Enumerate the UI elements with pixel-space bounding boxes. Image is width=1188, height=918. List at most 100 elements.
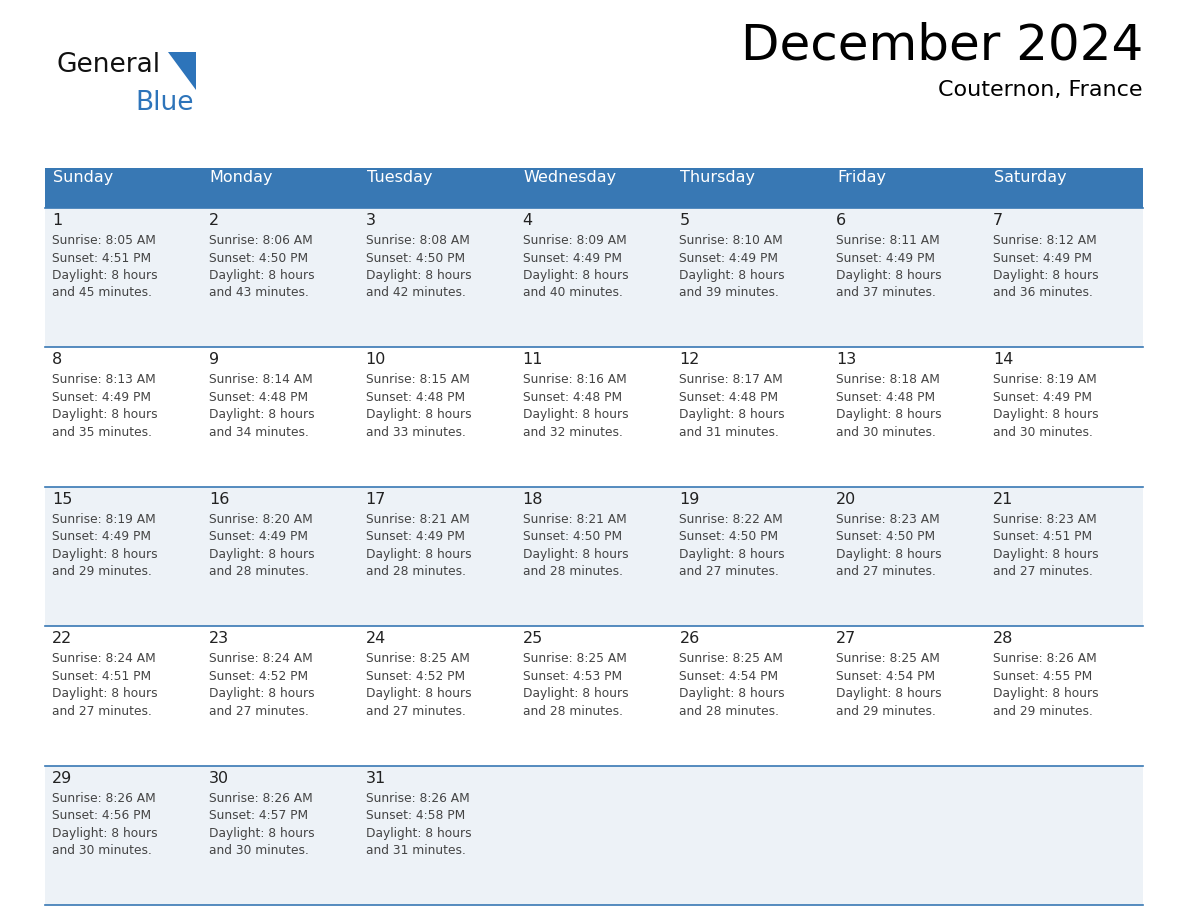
Text: Sunrise: 8:23 AM: Sunrise: 8:23 AM: [993, 513, 1097, 526]
Text: and 27 minutes.: and 27 minutes.: [680, 565, 779, 578]
Text: Sunset: 4:56 PM: Sunset: 4:56 PM: [52, 809, 151, 823]
Text: Sunset: 4:50 PM: Sunset: 4:50 PM: [523, 531, 621, 543]
Text: Sunset: 4:48 PM: Sunset: 4:48 PM: [836, 391, 935, 404]
Text: and 36 minutes.: and 36 minutes.: [993, 286, 1093, 299]
Text: Daylight: 8 hours: Daylight: 8 hours: [52, 826, 158, 840]
Text: 8: 8: [52, 353, 62, 367]
Text: and 40 minutes.: and 40 minutes.: [523, 286, 623, 299]
Text: 11: 11: [523, 353, 543, 367]
Text: Sunset: 4:49 PM: Sunset: 4:49 PM: [523, 252, 621, 264]
Text: Daylight: 8 hours: Daylight: 8 hours: [366, 269, 472, 282]
Text: Daylight: 8 hours: Daylight: 8 hours: [523, 548, 628, 561]
Text: and 27 minutes.: and 27 minutes.: [993, 565, 1093, 578]
Text: Daylight: 8 hours: Daylight: 8 hours: [680, 409, 785, 421]
Text: Daylight: 8 hours: Daylight: 8 hours: [209, 548, 315, 561]
Text: 29: 29: [52, 770, 72, 786]
Text: Sunset: 4:54 PM: Sunset: 4:54 PM: [680, 670, 778, 683]
Text: Couternon, France: Couternon, France: [939, 80, 1143, 100]
Text: 6: 6: [836, 213, 846, 228]
Text: Sunrise: 8:20 AM: Sunrise: 8:20 AM: [209, 513, 312, 526]
Text: 28: 28: [993, 632, 1013, 646]
Text: Sunrise: 8:21 AM: Sunrise: 8:21 AM: [523, 513, 626, 526]
Text: Daylight: 8 hours: Daylight: 8 hours: [680, 548, 785, 561]
Text: 12: 12: [680, 353, 700, 367]
Text: and 28 minutes.: and 28 minutes.: [366, 565, 466, 578]
Text: Sunrise: 8:18 AM: Sunrise: 8:18 AM: [836, 374, 940, 386]
Text: Daylight: 8 hours: Daylight: 8 hours: [523, 269, 628, 282]
Text: Sunrise: 8:15 AM: Sunrise: 8:15 AM: [366, 374, 469, 386]
Text: and 28 minutes.: and 28 minutes.: [680, 705, 779, 718]
Text: Daylight: 8 hours: Daylight: 8 hours: [366, 826, 472, 840]
Text: Sunset: 4:55 PM: Sunset: 4:55 PM: [993, 670, 1093, 683]
Text: Sunrise: 8:25 AM: Sunrise: 8:25 AM: [366, 652, 469, 666]
Text: and 45 minutes.: and 45 minutes.: [52, 286, 152, 299]
Text: Daylight: 8 hours: Daylight: 8 hours: [366, 548, 472, 561]
Text: Daylight: 8 hours: Daylight: 8 hours: [993, 269, 1099, 282]
Text: Daylight: 8 hours: Daylight: 8 hours: [680, 688, 785, 700]
Text: Sunrise: 8:17 AM: Sunrise: 8:17 AM: [680, 374, 783, 386]
Text: Sunset: 4:57 PM: Sunset: 4:57 PM: [209, 809, 308, 823]
Text: Sunset: 4:49 PM: Sunset: 4:49 PM: [52, 531, 151, 543]
Text: Sunset: 4:49 PM: Sunset: 4:49 PM: [366, 531, 465, 543]
Text: Sunrise: 8:08 AM: Sunrise: 8:08 AM: [366, 234, 469, 247]
Text: Sunrise: 8:16 AM: Sunrise: 8:16 AM: [523, 374, 626, 386]
Text: Daylight: 8 hours: Daylight: 8 hours: [209, 409, 315, 421]
Text: Sunrise: 8:25 AM: Sunrise: 8:25 AM: [680, 652, 783, 666]
Bar: [45, 168, 1143, 208]
Text: 27: 27: [836, 632, 857, 646]
Text: Sunrise: 8:11 AM: Sunrise: 8:11 AM: [836, 234, 940, 247]
Text: Daylight: 8 hours: Daylight: 8 hours: [993, 409, 1099, 421]
Text: and 42 minutes.: and 42 minutes.: [366, 286, 466, 299]
Text: Daylight: 8 hours: Daylight: 8 hours: [366, 688, 472, 700]
Text: and 33 minutes.: and 33 minutes.: [366, 426, 466, 439]
Text: and 29 minutes.: and 29 minutes.: [993, 705, 1093, 718]
Text: Sunday: Sunday: [53, 170, 113, 185]
Text: Daylight: 8 hours: Daylight: 8 hours: [52, 269, 158, 282]
Text: and 35 minutes.: and 35 minutes.: [52, 426, 152, 439]
Text: and 31 minutes.: and 31 minutes.: [366, 844, 466, 857]
Text: and 34 minutes.: and 34 minutes.: [209, 426, 309, 439]
Text: 24: 24: [366, 632, 386, 646]
Text: and 32 minutes.: and 32 minutes.: [523, 426, 623, 439]
Text: Wednesday: Wednesday: [524, 170, 617, 185]
Text: Daylight: 8 hours: Daylight: 8 hours: [52, 548, 158, 561]
Text: 26: 26: [680, 632, 700, 646]
Text: 4: 4: [523, 213, 532, 228]
Text: Daylight: 8 hours: Daylight: 8 hours: [209, 269, 315, 282]
Text: 7: 7: [993, 213, 1004, 228]
Text: and 27 minutes.: and 27 minutes.: [209, 705, 309, 718]
Text: Sunset: 4:48 PM: Sunset: 4:48 PM: [680, 391, 778, 404]
Text: Sunrise: 8:09 AM: Sunrise: 8:09 AM: [523, 234, 626, 247]
Text: Daylight: 8 hours: Daylight: 8 hours: [52, 409, 158, 421]
Text: Daylight: 8 hours: Daylight: 8 hours: [52, 688, 158, 700]
Text: Sunrise: 8:25 AM: Sunrise: 8:25 AM: [836, 652, 940, 666]
Text: Sunrise: 8:10 AM: Sunrise: 8:10 AM: [680, 234, 783, 247]
Text: 15: 15: [52, 492, 72, 507]
Text: 17: 17: [366, 492, 386, 507]
Text: 1: 1: [52, 213, 62, 228]
Text: Sunset: 4:49 PM: Sunset: 4:49 PM: [52, 391, 151, 404]
Text: and 27 minutes.: and 27 minutes.: [836, 565, 936, 578]
Text: Sunset: 4:48 PM: Sunset: 4:48 PM: [366, 391, 465, 404]
Text: and 30 minutes.: and 30 minutes.: [993, 426, 1093, 439]
Polygon shape: [168, 52, 196, 90]
Text: Daylight: 8 hours: Daylight: 8 hours: [523, 688, 628, 700]
Text: Sunset: 4:49 PM: Sunset: 4:49 PM: [993, 252, 1092, 264]
Text: Sunrise: 8:06 AM: Sunrise: 8:06 AM: [209, 234, 312, 247]
Text: 31: 31: [366, 770, 386, 786]
Text: Sunrise: 8:24 AM: Sunrise: 8:24 AM: [209, 652, 312, 666]
Text: 14: 14: [993, 353, 1013, 367]
Text: 16: 16: [209, 492, 229, 507]
Text: 22: 22: [52, 632, 72, 646]
Text: Sunrise: 8:13 AM: Sunrise: 8:13 AM: [52, 374, 156, 386]
Text: Sunrise: 8:26 AM: Sunrise: 8:26 AM: [209, 791, 312, 804]
Text: and 29 minutes.: and 29 minutes.: [836, 705, 936, 718]
Text: and 28 minutes.: and 28 minutes.: [523, 705, 623, 718]
Text: and 31 minutes.: and 31 minutes.: [680, 426, 779, 439]
Text: and 30 minutes.: and 30 minutes.: [52, 844, 152, 857]
Text: General: General: [57, 52, 162, 78]
Text: 13: 13: [836, 353, 857, 367]
Text: Sunrise: 8:19 AM: Sunrise: 8:19 AM: [52, 513, 156, 526]
Bar: [45, 208, 1143, 347]
Text: Sunrise: 8:23 AM: Sunrise: 8:23 AM: [836, 513, 940, 526]
